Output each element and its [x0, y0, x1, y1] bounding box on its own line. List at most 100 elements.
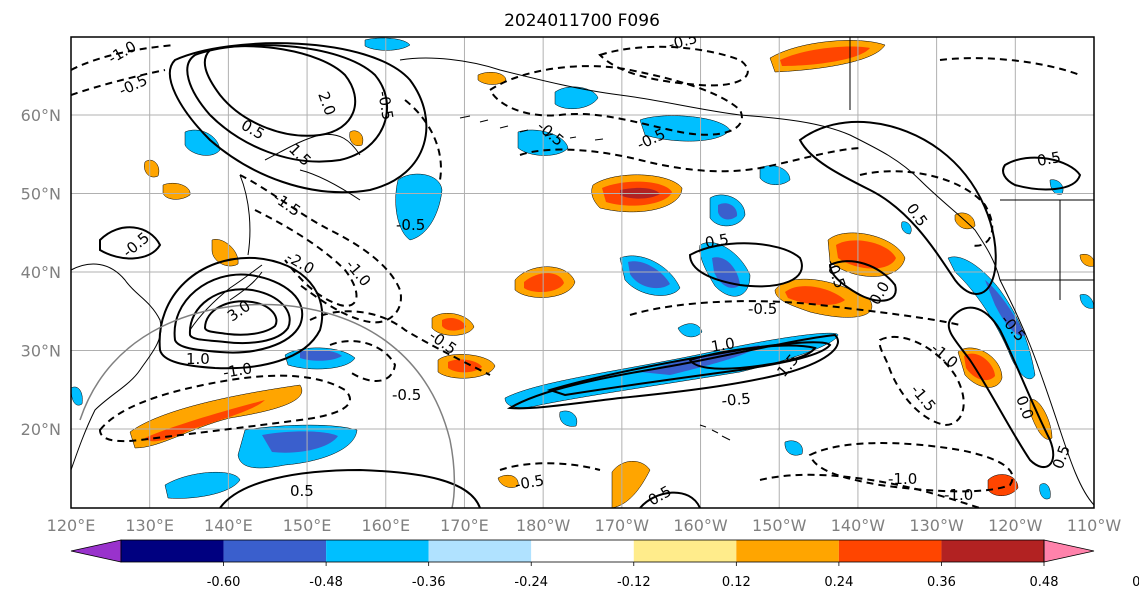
positive-contour — [99, 226, 162, 260]
positive-contour — [506, 333, 839, 410]
negative-shading — [164, 472, 241, 499]
positive-shading-core — [785, 286, 845, 306]
longitude-tick-label: 140°E — [204, 516, 253, 535]
border-lines — [849, 37, 1094, 300]
colorbar-extend-min — [70, 539, 122, 563]
longitude-axis: 120°E 130°E 140°E 150°E 160°E 170°E 180°W 170°W… — [47, 516, 1122, 535]
negative-contour — [71, 44, 176, 71]
longitude-tick-label: 150°E — [283, 516, 332, 535]
colorbar-segment — [838, 540, 942, 562]
coastlines — [71, 37, 1094, 506]
negative-contour — [499, 462, 601, 471]
negative-contour — [329, 340, 397, 383]
colorbar: -0.60 -0.48 -0.36 -0.24 -0.12 0.12 0.24 0.36 0.4… — [70, 539, 1139, 590]
negative-contour — [98, 374, 351, 443]
contour-label: -0.5 — [392, 386, 421, 404]
longitude-tick-label: 160°W — [673, 516, 728, 535]
asia-coastline — [71, 263, 162, 471]
positive-contour — [219, 468, 481, 508]
shaded-field — [71, 37, 1094, 508]
hawaii-islands — [699, 424, 731, 441]
positive-contour — [173, 273, 303, 354]
longitude-tick-label: 180°W — [516, 516, 571, 535]
negative-shading — [901, 221, 912, 235]
negative-shading — [677, 323, 703, 338]
colorbar-tick-label: 0.36 — [927, 575, 956, 590]
positive-shading-core — [145, 400, 265, 442]
latitude-tick-label: 30°N — [21, 342, 61, 361]
positive-shading — [987, 474, 1019, 496]
longitude-tick-label: 160°E — [361, 516, 410, 535]
projection-arc — [79, 303, 456, 508]
contour-label: 1.0 — [186, 350, 210, 368]
negative-contour — [808, 442, 1014, 493]
longitude-tick-label: 170°W — [595, 516, 650, 535]
contour-label: -0.5 — [748, 300, 777, 318]
contour-label: 0.5 — [290, 482, 314, 500]
colorbar-tick-label: -0.36 — [412, 575, 446, 590]
contour-label: -1.0 — [944, 486, 973, 504]
negative-contour — [939, 57, 1081, 76]
colorbar-segment — [121, 540, 224, 562]
positive-shading-core — [524, 273, 564, 293]
contour-label: -1.0 — [222, 359, 254, 382]
longitude-tick-label: 170°E — [440, 516, 489, 535]
colorbar-tick-label: 0.48 — [1030, 575, 1059, 590]
longitude-tick-label: 110°W — [1067, 516, 1122, 535]
colorbar-segment — [223, 540, 327, 562]
positive-contour — [546, 341, 832, 397]
negative-shading — [395, 173, 443, 241]
longitude-tick-label: 140°W — [831, 516, 886, 535]
colorbar-tick-label: -0.12 — [617, 575, 651, 590]
negative-contour — [71, 69, 166, 96]
positive-shading — [477, 72, 507, 85]
colorbar-tick-label: 0.60 — [1132, 575, 1139, 590]
positive-shading-core — [442, 317, 466, 331]
contours — [71, 42, 1082, 508]
negative-shading-core — [718, 203, 738, 220]
contour-label: -0.5 — [514, 471, 546, 494]
positive-contour — [203, 300, 278, 336]
negative-shading — [71, 386, 83, 406]
positive-contour — [947, 306, 1055, 469]
aleutian-islands — [459, 115, 604, 141]
positive-contour — [186, 44, 389, 163]
negative-shading-core — [262, 431, 338, 453]
contour-label: 1.0 — [710, 334, 737, 356]
colorbar-outline — [120, 539, 1045, 563]
negative-shading — [184, 129, 221, 156]
latitude-tick-label: 50°N — [21, 185, 61, 204]
contour-label: -0.5 — [721, 390, 752, 410]
japan-coastline — [189, 174, 263, 331]
map-title: 2024011700 F096 — [504, 11, 660, 31]
negative-contour — [309, 310, 491, 376]
positive-contour — [688, 242, 803, 288]
positive-shading — [349, 130, 364, 146]
contour-label: 0.5 — [1036, 148, 1063, 170]
negative-contour — [239, 174, 402, 324]
latitude-tick-label: 40°N — [21, 263, 61, 282]
negative-contour — [488, 65, 743, 136]
map-frame — [70, 36, 1095, 509]
positive-contour — [188, 288, 291, 345]
latitude-tick-label: 60°N — [21, 106, 61, 125]
contour-label: -0.5 — [374, 90, 397, 122]
positive-shading-core — [448, 359, 482, 373]
longitude-tick-label: 150°W — [752, 516, 807, 535]
colorbar-segment — [736, 540, 839, 562]
negative-contour — [519, 147, 861, 173]
negative-contour — [859, 170, 994, 247]
negative-contour — [254, 209, 358, 307]
negative-shading-core — [300, 349, 342, 361]
alaska-coastline — [399, 57, 1094, 506]
negative-shading — [1039, 483, 1051, 500]
contour-label: -0.5 — [396, 216, 425, 234]
positive-contour — [203, 45, 357, 137]
contour-label: 0.5 — [704, 230, 731, 252]
positive-shading — [1079, 254, 1094, 267]
positive-contour — [828, 260, 897, 302]
latitude-tick-label: 20°N — [21, 420, 61, 439]
positive-contour — [1002, 156, 1082, 191]
colorbar-tick-label: 0.12 — [722, 575, 751, 590]
